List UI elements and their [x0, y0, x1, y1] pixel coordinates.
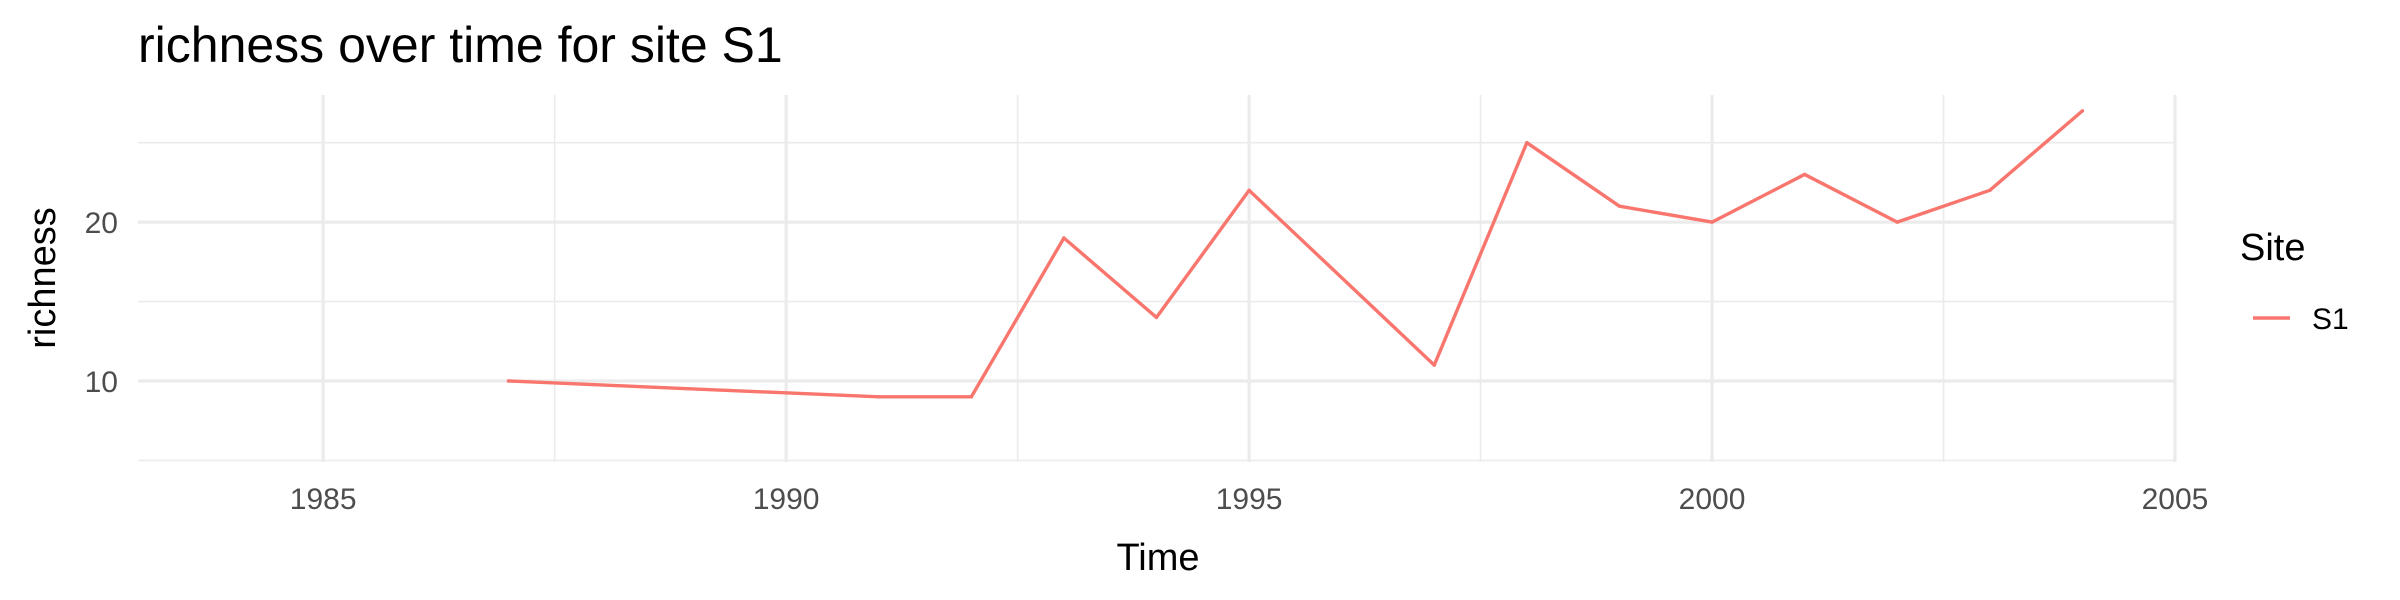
data-point — [877, 395, 881, 399]
x-tick-label: 1995 — [1216, 483, 1283, 516]
major-gridlines — [138, 95, 2177, 462]
y-axis-ticks: 10 20 — [85, 207, 118, 399]
data-point — [1525, 140, 1529, 145]
legend: Site S1 — [2240, 227, 2349, 336]
data-point — [1247, 188, 1251, 193]
x-tick-label: 1985 — [290, 483, 357, 516]
x-tick-label: 1990 — [753, 483, 820, 516]
data-point — [969, 395, 974, 399]
minor-gridlines — [138, 95, 2175, 462]
data-point — [1062, 236, 1066, 240]
data-point — [1988, 188, 1992, 193]
data-point — [1802, 172, 1807, 177]
data-point — [1432, 363, 1436, 367]
legend-label: S1 — [2312, 303, 2349, 336]
chart-title: richness over time for site S1 — [138, 17, 783, 73]
legend-title: Site — [2240, 227, 2305, 269]
x-axis-title: Time — [1116, 537, 1199, 579]
series-layer — [506, 109, 2085, 399]
data-point — [2080, 109, 2085, 113]
y-tick-label: 10 — [85, 366, 118, 399]
series-line-s1 — [508, 109, 2084, 399]
data-point — [1154, 315, 1159, 320]
x-axis-ticks: 1985 1990 1995 2000 2005 — [290, 483, 2209, 516]
data-point — [506, 379, 511, 383]
x-tick-label: 2000 — [1679, 483, 1746, 516]
y-tick-label: 20 — [85, 207, 118, 240]
data-point — [1895, 220, 1899, 224]
x-tick-label: 2005 — [2142, 483, 2209, 516]
data-point — [1710, 220, 1714, 224]
data-point — [1617, 204, 1622, 208]
y-axis-title: richness — [22, 207, 64, 349]
